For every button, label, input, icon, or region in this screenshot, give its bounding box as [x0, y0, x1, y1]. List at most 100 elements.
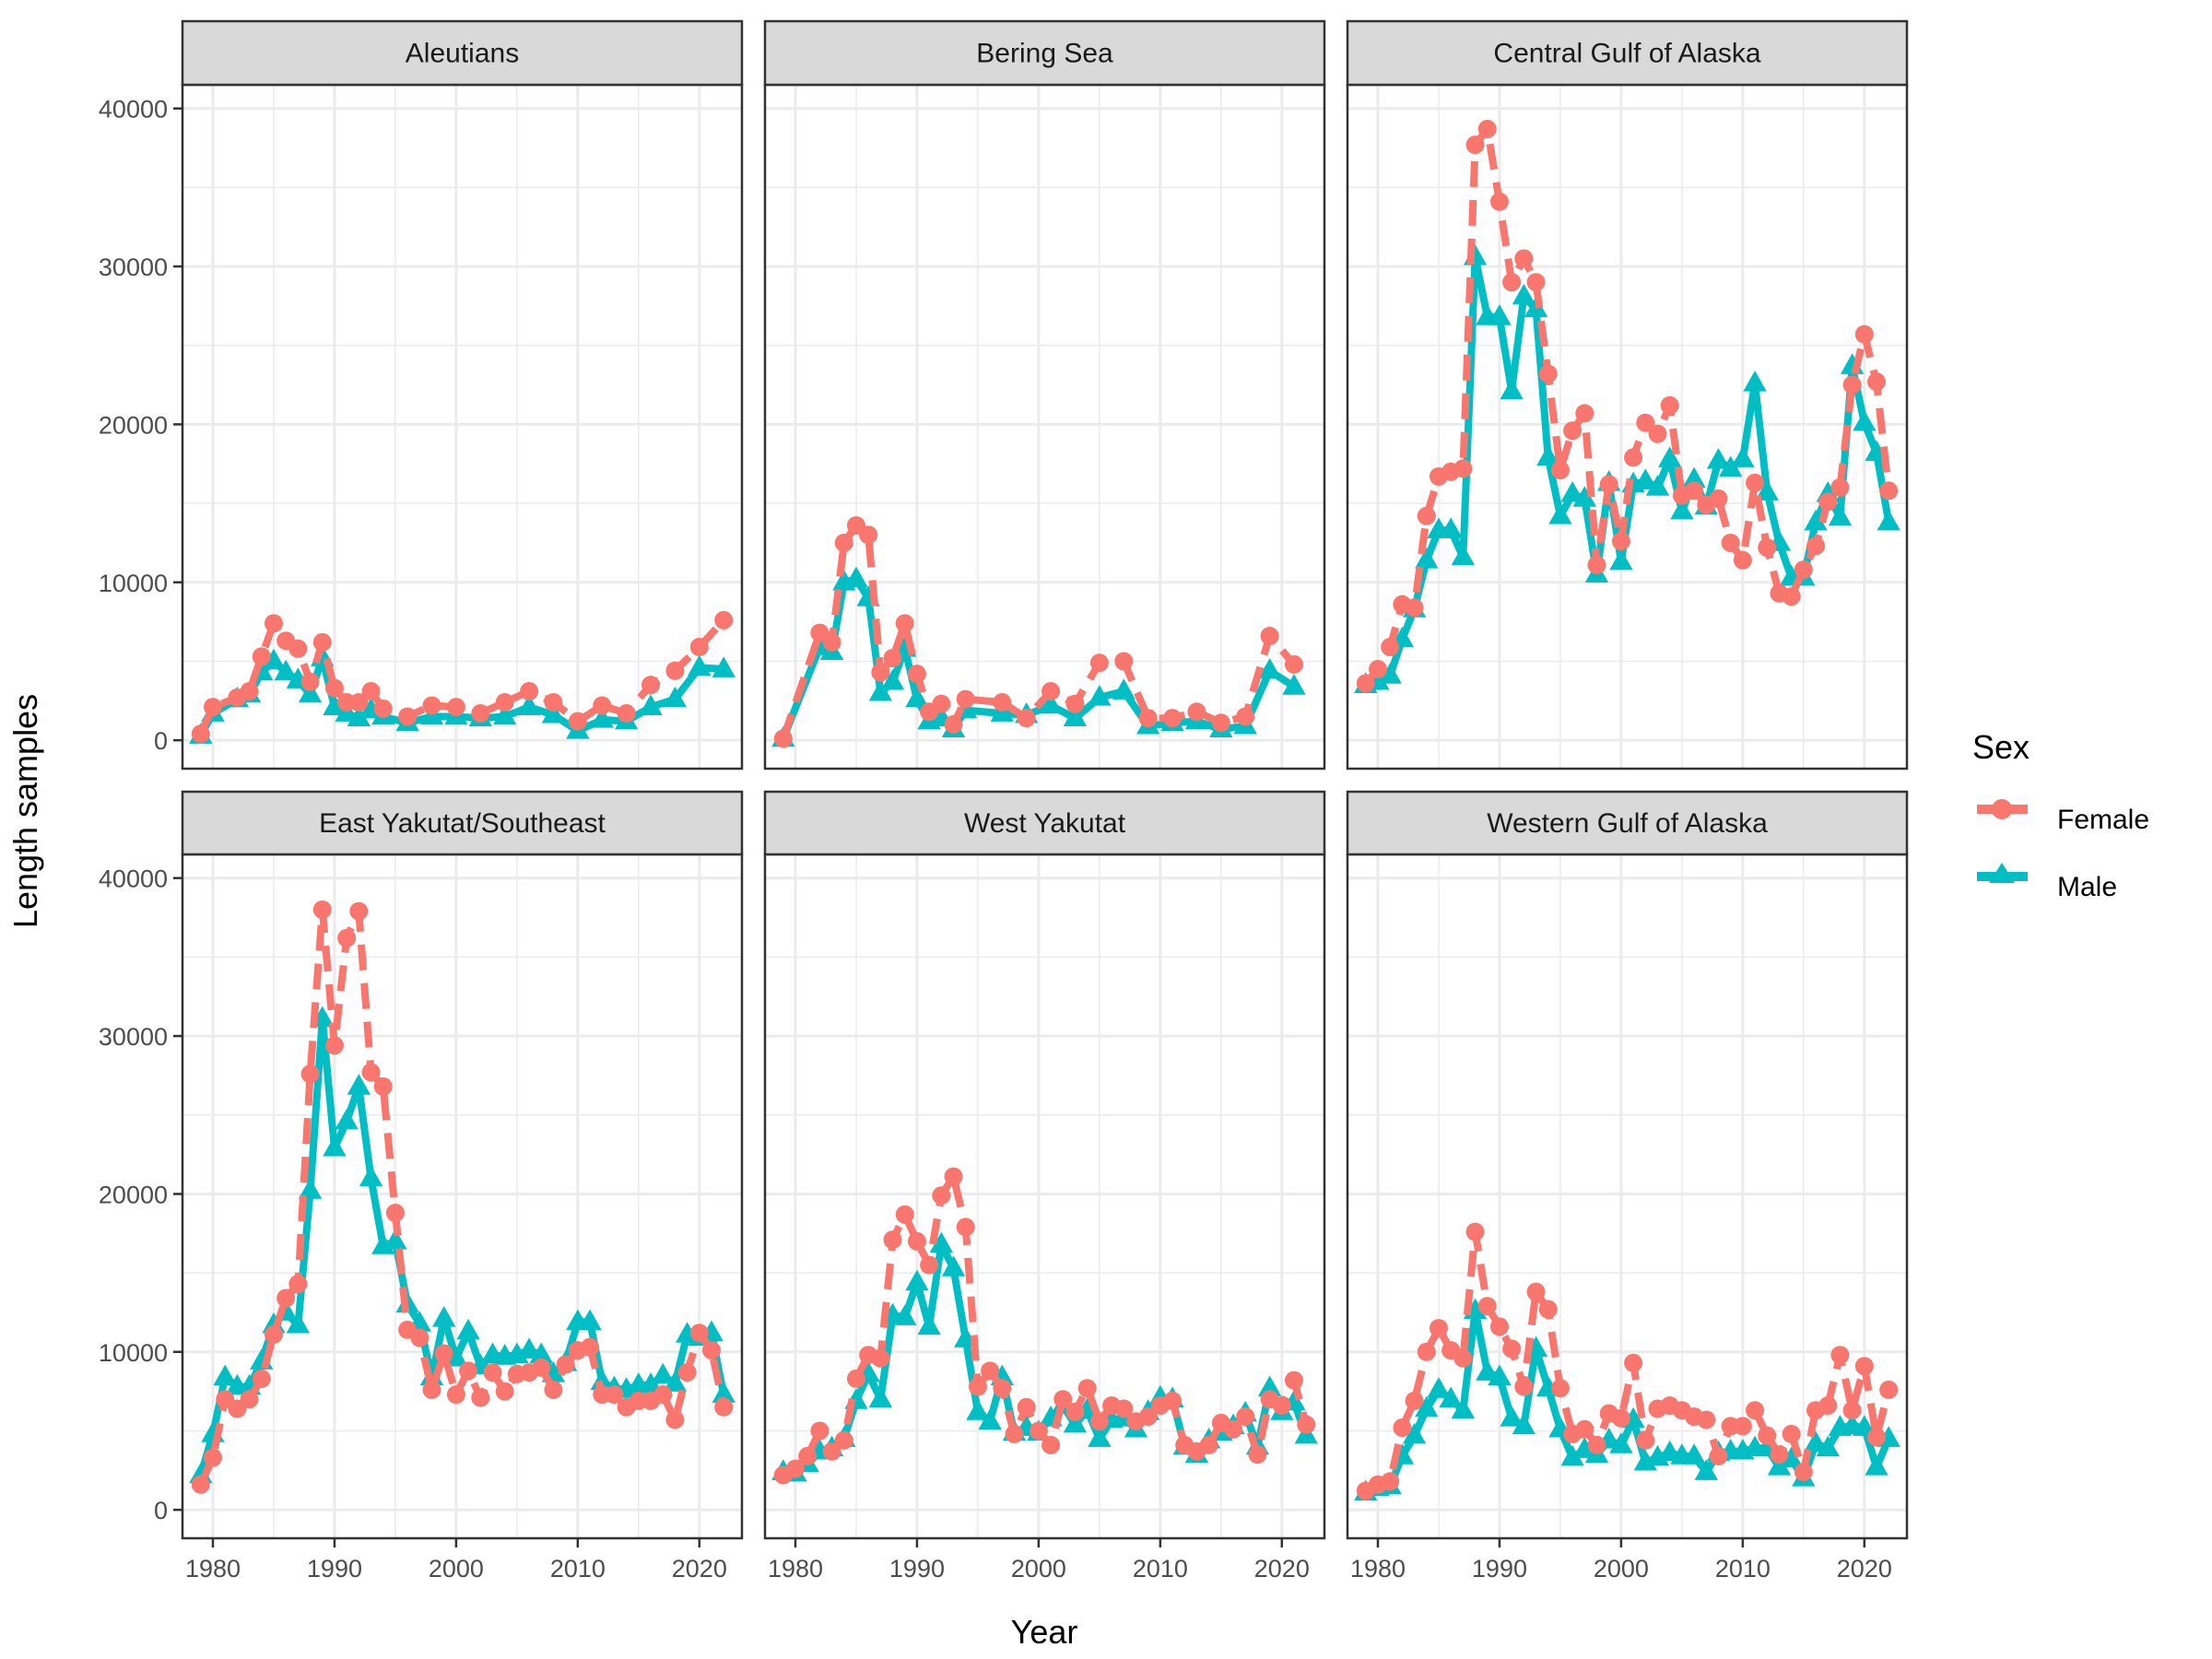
data-point-male: [1088, 1426, 1112, 1447]
data-point-female: [1733, 550, 1752, 570]
data-point-female: [1381, 638, 1400, 657]
data-point-female: [1163, 709, 1182, 728]
data-point-female: [1017, 709, 1036, 728]
data-point-female: [1648, 424, 1667, 443]
data-point-male: [347, 1074, 371, 1095]
data-point-female: [1867, 372, 1887, 392]
data-point-female: [1381, 1472, 1400, 1491]
data-point-female: [859, 525, 878, 545]
y-tick-label: 0: [154, 1497, 168, 1524]
legend-label-male: Male: [2057, 872, 2117, 902]
data-point-male: [1609, 1432, 1633, 1453]
data-point-female: [471, 704, 490, 724]
panel-data: [189, 610, 735, 744]
data-point-female: [605, 1385, 624, 1405]
x-tick-label: 2010: [1715, 1555, 1771, 1583]
data-point-female: [349, 901, 369, 921]
data-point-male: [941, 1255, 966, 1277]
data-point-male: [1767, 1454, 1792, 1476]
data-point-female: [520, 682, 539, 701]
data-point-female: [1417, 1342, 1436, 1361]
data-point-female: [1697, 1410, 1716, 1430]
y-tick-label: 30000: [99, 1023, 168, 1051]
panel-data: [771, 1167, 1318, 1485]
axes: 0 10000 20000 30000 40000 0 10000 20000 30000 400…: [99, 96, 1892, 1583]
data-point-female: [883, 649, 902, 668]
data-point-male: [1415, 1395, 1439, 1418]
data-point-female: [1514, 1377, 1534, 1396]
data-point-male: [1645, 475, 1670, 496]
data-point-male: [1877, 509, 1900, 531]
data-point-female: [689, 638, 709, 657]
data-point-male: [590, 707, 614, 728]
data-point-female: [1709, 488, 1728, 508]
data-point-female: [1187, 702, 1206, 722]
data-point-male: [529, 1342, 553, 1364]
data-point-female: [871, 663, 890, 682]
y-tick-label: 20000: [99, 1181, 168, 1208]
data-point-female: [1830, 477, 1850, 497]
data-point-male: [1572, 1437, 1596, 1458]
data-point-male: [1670, 498, 1694, 520]
data-point-female: [1029, 1421, 1048, 1441]
data-point-female: [1842, 1401, 1862, 1420]
y-tick-label: 30000: [99, 253, 168, 281]
data-point-male: [1063, 705, 1088, 726]
data-point-female: [1538, 364, 1558, 383]
data-point-male: [1488, 1364, 1512, 1386]
panel-background: [765, 85, 1324, 769]
data-point-female: [993, 693, 1012, 712]
data-point-female: [1065, 694, 1085, 713]
data-point-male: [966, 1399, 990, 1420]
data-point-male: [893, 1304, 917, 1325]
y-tick-label: 20000: [99, 411, 168, 439]
data-point-female: [1453, 1348, 1473, 1368]
strip-label: West Yakutat: [964, 808, 1126, 839]
data-point-male: [1731, 446, 1755, 467]
data-point-male: [868, 1386, 893, 1408]
data-point-female: [641, 676, 661, 695]
data-point-female: [907, 1231, 926, 1251]
data-point-female: [932, 1186, 951, 1206]
data-point-female: [1138, 709, 1158, 728]
data-point-female: [1005, 1424, 1024, 1443]
data-point-male: [1439, 1386, 1463, 1408]
data-point-male: [1451, 544, 1476, 566]
data-point-female: [532, 1358, 551, 1377]
data-point-male: [323, 694, 347, 715]
data-point-female: [677, 1363, 697, 1382]
x-tick-label: 1990: [1472, 1555, 1527, 1583]
data-point-female: [544, 1380, 563, 1399]
data-point-male: [1476, 1359, 1500, 1381]
data-point-female: [1794, 560, 1813, 580]
data-point-male: [1512, 1413, 1535, 1435]
data-point-female: [1660, 395, 1679, 415]
x-tick-label: 2020: [672, 1555, 727, 1583]
panels: Aleutians Bering Sea Central Gulf of Alask…: [181, 19, 1909, 1540]
data-point-female: [1587, 1435, 1606, 1454]
data-point-female: [1356, 674, 1375, 693]
legend-label-female: Female: [2057, 805, 2149, 835]
data-point-female: [1758, 1426, 1777, 1445]
data-point-female: [1818, 1396, 1838, 1416]
x-tick-label: 2010: [550, 1555, 606, 1583]
data-point-female: [434, 1344, 453, 1363]
data-point-female: [1611, 1408, 1630, 1428]
data-point-female: [446, 698, 465, 717]
data-point-male: [578, 1309, 602, 1331]
data-point-female: [871, 1348, 890, 1368]
y-axis-title: Length samples: [6, 694, 44, 928]
data-point-male: [1427, 1377, 1451, 1398]
data-point-male: [1500, 378, 1524, 400]
data-point-female: [373, 699, 393, 718]
data-point-male: [712, 656, 735, 677]
data-point-female: [834, 533, 853, 552]
data-point-female: [1453, 459, 1473, 478]
data-point-male: [880, 669, 905, 690]
data-point-male: [1257, 1375, 1282, 1397]
data-point-female: [1854, 324, 1874, 344]
data-point-female: [1611, 532, 1630, 551]
data-point-male: [493, 703, 517, 725]
data-point-female: [471, 1388, 490, 1407]
data-point-male: [1548, 503, 1572, 524]
